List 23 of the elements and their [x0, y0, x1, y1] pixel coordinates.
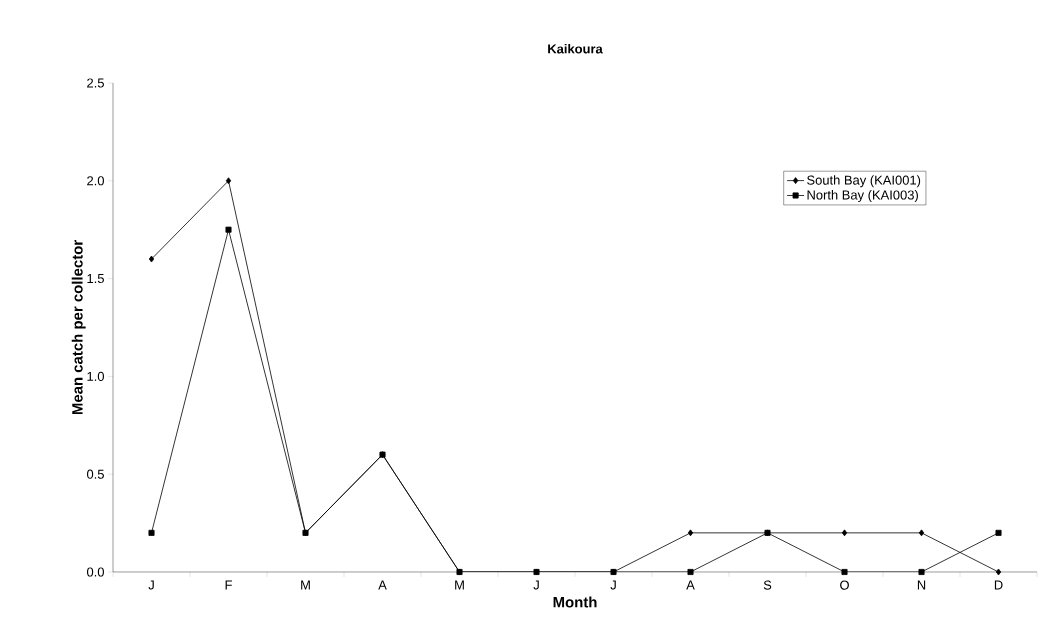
legend-label: North Bay (KAI003): [807, 190, 918, 203]
x-tick-label: O: [840, 580, 849, 590]
y-tick-label: 1.0: [87, 371, 104, 381]
x-tick-label: N: [917, 580, 926, 590]
chart-title: Kaikoura: [548, 43, 603, 54]
x-tick-label: J: [533, 580, 539, 590]
x-tick-label: M: [455, 580, 464, 590]
x-axis-title: Month: [553, 596, 597, 608]
x-tick-label: A: [686, 580, 695, 590]
legend-label: South Bay (KAI001): [807, 175, 921, 188]
y-tick-label: 2.5: [87, 78, 104, 88]
x-tick-label: S: [763, 580, 772, 590]
y-tick-label: 0.0: [86, 567, 104, 577]
x-tick-label: J: [610, 580, 616, 590]
y-axis-title: Mean catch per collector: [71, 240, 86, 415]
x-tick-label: F: [225, 580, 232, 590]
y-tick-label: 2.0: [87, 176, 104, 186]
x-tick-label: J: [148, 580, 154, 590]
x-tick-label: D: [994, 580, 1003, 590]
y-tick-label: 1.5: [87, 274, 104, 284]
y-tick-label: 0.5: [86, 469, 104, 479]
x-tick-label: A: [378, 580, 387, 590]
x-tick-label: M: [301, 580, 310, 590]
